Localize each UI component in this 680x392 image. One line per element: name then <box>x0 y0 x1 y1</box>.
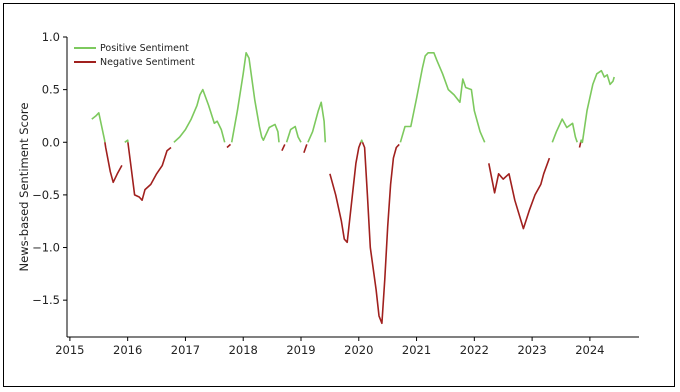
x-tick-label: 2018 <box>229 343 258 357</box>
y-tick-label: −1.0 <box>32 241 60 255</box>
negative-sentiment-segment <box>329 142 362 244</box>
positive-sentiment-segment <box>91 112 106 143</box>
x-tick-label: 2017 <box>171 343 200 357</box>
x-tick-label: 2019 <box>286 343 315 357</box>
y-tick-label: 1.0 <box>42 30 60 44</box>
x-tick-label: 2016 <box>113 343 142 357</box>
legend-label-positive: Positive Sentiment <box>100 43 189 54</box>
positive-sentiment-segment <box>360 139 364 143</box>
sentiment-line-chart: 2015 2016 2017 2018 2019 2020 2021 2022 2023 2024… <box>17 30 639 357</box>
positive-sentiment-segment <box>124 139 129 143</box>
positive-sentiment-segment <box>230 51 280 143</box>
legend-label-negative: Negative Sentiment <box>100 57 195 68</box>
y-tick-label: 0.5 <box>42 83 60 97</box>
negative-sentiment-segment <box>281 144 286 152</box>
negative-sentiment-segment <box>127 142 172 201</box>
y-tick-label: −1.5 <box>32 293 60 307</box>
x-tick-label: 2024 <box>575 343 604 357</box>
x-tick-label: 2023 <box>517 343 546 357</box>
negative-sentiment-segment <box>578 142 582 148</box>
positive-sentiment-segment <box>307 101 327 143</box>
positive-sentiment-segment <box>285 125 302 143</box>
x-tick-label: 2022 <box>460 343 489 357</box>
x-tick-label: 2021 <box>402 343 431 357</box>
y-axis-title: News-based Sentiment Score <box>17 103 31 272</box>
negative-sentiment-segment <box>361 142 400 325</box>
y-tick-label: 0.0 <box>42 135 60 149</box>
negative-sentiment-segment <box>488 157 551 230</box>
y-tick-label: −0.5 <box>32 188 60 202</box>
x-tick-label: 2015 <box>55 343 84 357</box>
positive-sentiment-segment <box>399 51 486 143</box>
negative-sentiment-segment <box>104 142 123 184</box>
legend: Positive Sentiment Negative Sentiment <box>74 43 195 68</box>
positive-sentiment-segment <box>579 69 615 144</box>
negative-sentiment-segment <box>303 144 308 154</box>
negative-sentiment-segment <box>226 143 232 149</box>
positive-sentiment-segment <box>173 88 226 143</box>
x-tick-label: 2020 <box>344 343 373 357</box>
chart-frame: 2015 2016 2017 2018 2019 2020 2021 2022 2023 2024… <box>3 3 675 387</box>
positive-sentiment-segment <box>551 118 578 143</box>
